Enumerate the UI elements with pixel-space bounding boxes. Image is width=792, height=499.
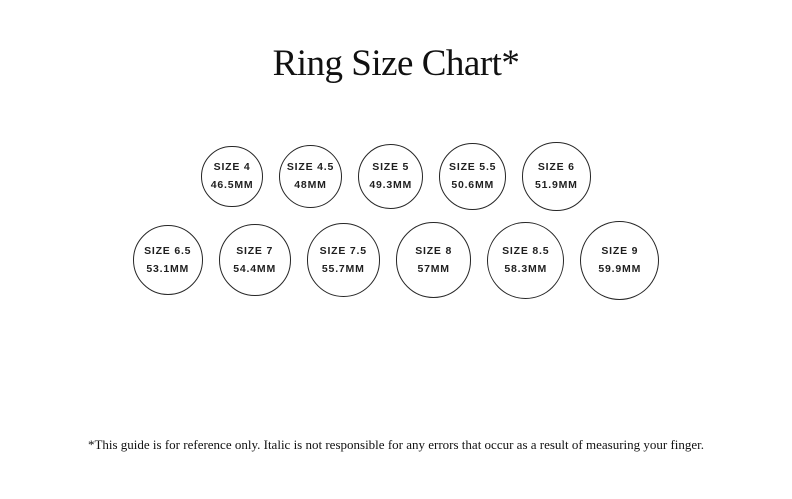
ring-size-5: SIZE 5 49.3MM bbox=[358, 143, 424, 209]
ring-size-8-5: SIZE 8.5 58.3MM bbox=[487, 221, 565, 299]
footnote: *This guide is for reference only. Itali… bbox=[87, 437, 705, 452]
ring-chart: SIZE 4 46.5MM SIZE 4.5 48MM SIZE 5 49.3M… bbox=[0, 142, 792, 300]
ring-size-chart-page: { "title": "Ring Size Chart*", "footnote… bbox=[0, 42, 792, 499]
ring-size-7: SIZE 7 54.4MM bbox=[218, 224, 291, 296]
ring-diameter-label: 58.3MM bbox=[504, 263, 548, 276]
ring-diameter-label: 50.6MM bbox=[451, 179, 495, 192]
ring-size-label: SIZE 9 bbox=[601, 245, 639, 258]
ring-diameter-label: 46.5MM bbox=[210, 179, 254, 192]
ring-size-label: SIZE 6.5 bbox=[144, 245, 192, 258]
ring-size-4: SIZE 4 46.5MM bbox=[201, 145, 263, 207]
ring-size-8: SIZE 8 57MM bbox=[396, 222, 472, 298]
ring-diameter-label: 51.9MM bbox=[534, 179, 578, 192]
ring-size-6: SIZE 6 51.9MM bbox=[522, 142, 591, 211]
ring-diameter-label: 57MM bbox=[417, 263, 450, 276]
ring-diameter-label: 59.9MM bbox=[598, 263, 642, 276]
ring-size-label: SIZE 4.5 bbox=[286, 161, 335, 174]
ring-size-4-5: SIZE 4.5 48MM bbox=[278, 144, 343, 208]
ring-size-label: SIZE 4 bbox=[213, 161, 251, 174]
ring-row-2: SIZE 6.5 53.1MM SIZE 7 54.4MM SIZE 7.5 5… bbox=[132, 220, 660, 300]
ring-size-label: SIZE 8.5 bbox=[502, 245, 550, 258]
ring-size-label: SIZE 5.5 bbox=[449, 161, 497, 174]
ring-size-9: SIZE 9 59.9MM bbox=[580, 220, 660, 300]
ring-diameter-label: 54.4MM bbox=[233, 263, 277, 276]
ring-row-1: SIZE 4 46.5MM SIZE 4.5 48MM SIZE 5 49.3M… bbox=[201, 142, 591, 211]
ring-diameter-label: 55.7MM bbox=[321, 263, 365, 276]
ring-size-label: SIZE 8 bbox=[415, 245, 453, 258]
page-title: Ring Size Chart* bbox=[272, 43, 520, 84]
ring-size-label: SIZE 7 bbox=[236, 245, 274, 258]
ring-diameter-label: 53.1MM bbox=[146, 263, 190, 276]
ring-size-6-5: SIZE 6.5 53.1MM bbox=[132, 225, 203, 296]
ring-size-label: SIZE 5 bbox=[372, 161, 410, 174]
ring-diameter-label: 48MM bbox=[294, 179, 327, 192]
ring-size-label: SIZE 6 bbox=[537, 161, 575, 174]
ring-size-7-5: SIZE 7.5 55.7MM bbox=[306, 223, 381, 297]
ring-size-5-5: SIZE 5.5 50.6MM bbox=[439, 142, 507, 210]
ring-size-label: SIZE 7.5 bbox=[319, 245, 367, 258]
ring-diameter-label: 49.3MM bbox=[369, 179, 413, 192]
